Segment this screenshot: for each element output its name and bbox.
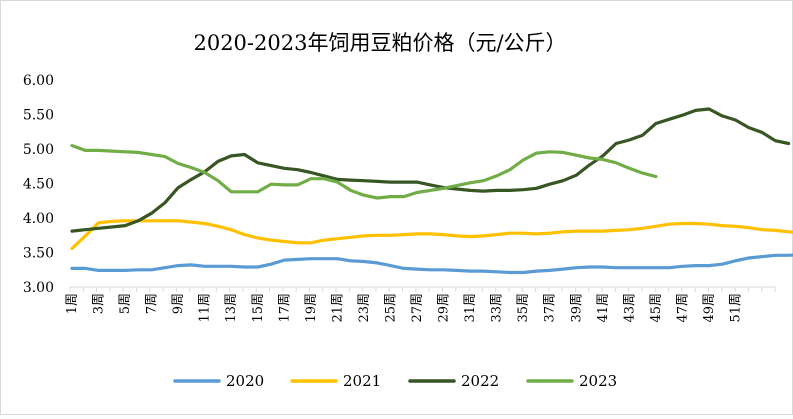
- x-tick-label: 5周: [118, 293, 133, 314]
- y-tick-label: 3.50: [23, 246, 54, 262]
- x-tick-label: 41周: [596, 293, 611, 323]
- x-tick-label: 19周: [304, 293, 319, 323]
- series-line-2020: [70, 253, 793, 275]
- x-tick-label: 23周: [357, 293, 372, 323]
- legend-label-2022: 2022: [461, 372, 499, 390]
- series-line-2023: [70, 144, 658, 200]
- x-tick-label: 29周: [437, 293, 452, 323]
- series-line-2022: [70, 107, 791, 233]
- x-tick-label: 45周: [649, 293, 664, 323]
- x-tick-label: 11周: [198, 293, 213, 323]
- x-tick-label: 47周: [675, 293, 690, 323]
- x-tick-label: 43周: [622, 293, 637, 323]
- legend-label-2020: 2020: [226, 372, 264, 390]
- series-layer: [70, 107, 793, 275]
- x-tick-label: 1周: [65, 293, 80, 314]
- x-tick-label: 49周: [702, 293, 717, 323]
- x-tick-label: 25周: [383, 293, 398, 323]
- legend-label-2023: 2023: [579, 372, 617, 390]
- x-tick-label: 21周: [330, 293, 345, 323]
- y-tick-label: 5.50: [23, 108, 54, 124]
- x-tick-label: 51周: [729, 293, 744, 323]
- x-tick-label: 7周: [145, 293, 160, 314]
- x-tick-label: 15周: [251, 293, 266, 323]
- x-tick-label: 9周: [171, 293, 186, 314]
- y-tick-label: 3.00: [23, 280, 54, 296]
- y-tick-label: 4.00: [23, 211, 54, 227]
- x-tick-label: 33周: [490, 293, 505, 323]
- x-axis: 1周 3周 5周 7周 9周 11周 13周 15周 17周 19周 21周 23周 25周 27周 29周…: [65, 286, 776, 323]
- x-tick-label: 17周: [277, 293, 292, 323]
- x-tick-label: 3周: [92, 293, 107, 314]
- y-tick-label: 5.00: [23, 142, 54, 158]
- y-tick-label: 4.50: [23, 177, 54, 193]
- series-line-2021: [70, 219, 793, 250]
- y-tick-label: 6.00: [23, 73, 54, 89]
- y-axis: 3.00 3.50 4.00 4.50 5.00 5.50 6.00: [23, 73, 54, 296]
- x-tick-label: 37周: [543, 293, 558, 323]
- chart-title: 2020-2023年饲用豆粕价格（元/公斤）: [193, 31, 566, 55]
- x-tick-label: 31周: [463, 293, 478, 323]
- x-tick-label: 13周: [224, 293, 239, 323]
- x-tick-label: 35周: [516, 293, 531, 323]
- legend-label-2021: 2021: [343, 372, 381, 390]
- legend: 2020 2021 2022 2023: [173, 372, 617, 390]
- x-tick-label: 39周: [569, 293, 584, 323]
- x-tick-label: 27周: [410, 293, 425, 323]
